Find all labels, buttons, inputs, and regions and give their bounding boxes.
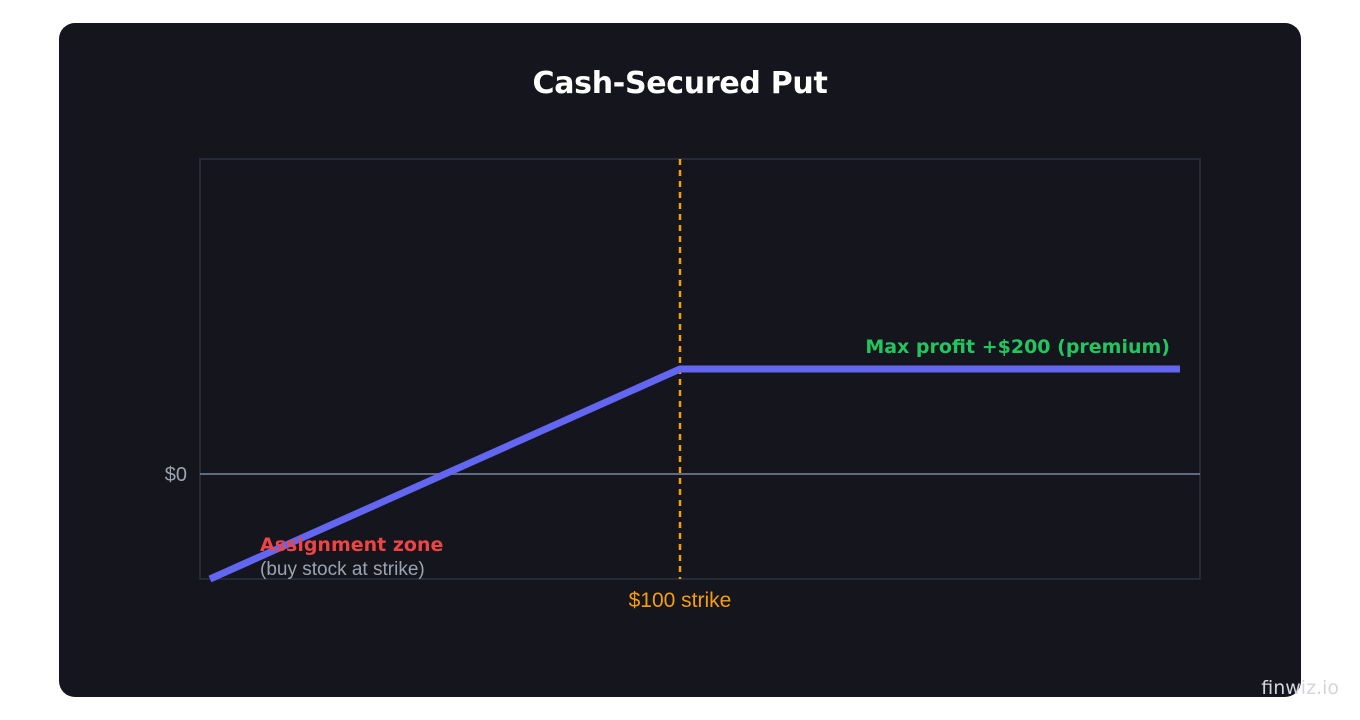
max-profit-label: Max profit +$200 (premium) [865, 336, 1170, 358]
assignment-zone-sublabel: (buy stock at strike) [260, 559, 425, 580]
strike-label: $100 strike [629, 589, 732, 612]
zero-tick-label: $0 [165, 464, 187, 486]
payoff-chart: $0 $100 strike Max profit +$200 (premium… [165, 158, 1201, 612]
payoff-line [208, 365, 1180, 583]
chart-card: Cash-Secured Put $0 $100 strike Max prof… [59, 23, 1301, 697]
assignment-zone-label: Assignment zone [260, 534, 443, 556]
chart-title: Cash-Secured Put [532, 66, 828, 101]
plot-frame [199, 158, 1201, 580]
watermark: finwiz.io [1261, 677, 1339, 699]
